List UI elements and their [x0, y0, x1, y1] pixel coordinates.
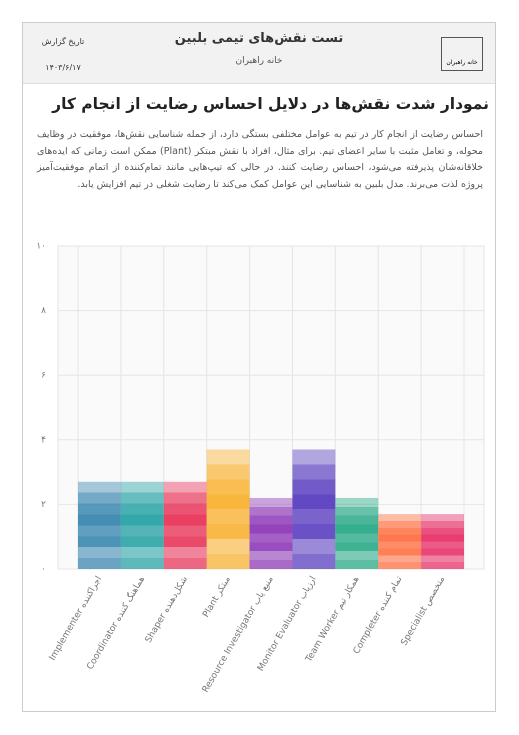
x-tick-label: Plant مبتکر [201, 575, 233, 620]
subtitle: خانه راهبران [235, 56, 283, 66]
x-tick-label: Specialist متخصص [400, 575, 448, 648]
date-label: تاریخ گزارش [41, 37, 85, 46]
report: خانه راهبران تست نقش‌های تیمی بلبین خانه… [22, 22, 496, 712]
y-tick-label: ۶ [41, 371, 46, 381]
y-tick-label: ۰ [41, 565, 46, 575]
title: تست نقش‌های تیمی بلبین [174, 31, 344, 46]
bar [78, 481, 121, 569]
x-tick-label: Resource Investigator منبع یاب [201, 575, 276, 695]
paragraph: احساس رضایت از انجام کار در تیم به عوامل… [37, 129, 483, 190]
logo: خانه راهبران [441, 37, 483, 71]
bar [292, 449, 336, 569]
x-tick-label: Completer تمام کننده [352, 574, 405, 656]
x-tick-label: Shaper شکل‌دهنده [144, 575, 190, 645]
y-tick-label: ۴ [41, 435, 46, 445]
y-tick-label: ۲ [41, 500, 46, 510]
bar [249, 497, 293, 569]
bar [163, 481, 207, 569]
heading: نمودار شدت نقش‌ها در دلایل احساس رضایت ا… [52, 95, 489, 113]
y-tick-label: ۱۰ [36, 242, 46, 252]
header: خانه راهبران تست نقش‌های تیمی بلبین خانه… [23, 23, 495, 84]
bar [335, 497, 379, 569]
bar [206, 449, 250, 569]
y-tick-label: ۸ [41, 306, 46, 316]
bar [421, 514, 464, 569]
date: ۱۴۰۳/۶/۱۷ [45, 63, 81, 72]
bar [378, 514, 422, 569]
bar [120, 481, 164, 569]
